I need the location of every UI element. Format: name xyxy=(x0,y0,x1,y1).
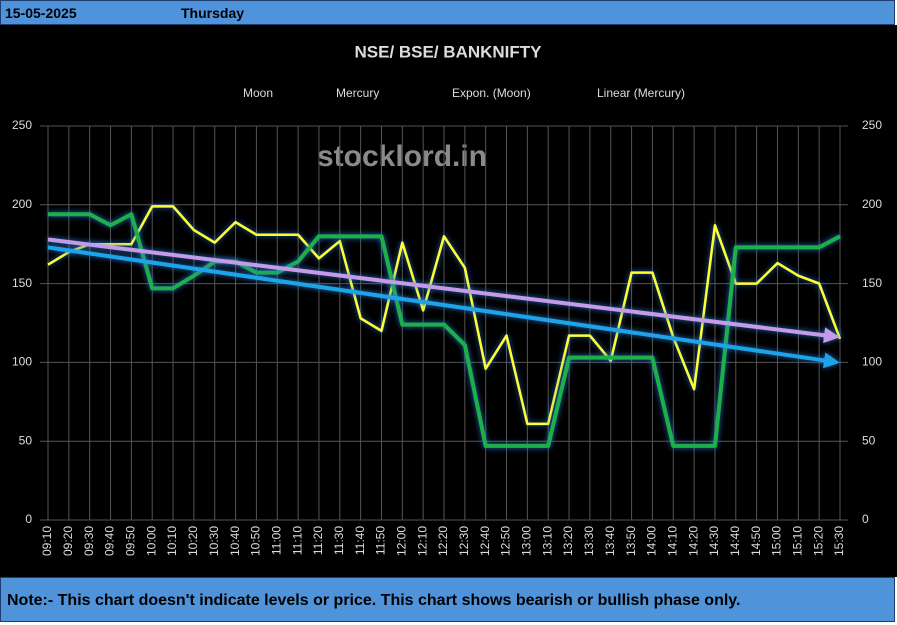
x-tick-label: 09:30 xyxy=(82,526,96,556)
y-tick-label: 200 xyxy=(12,197,32,211)
legend-label: Expon. (Moon) xyxy=(452,86,531,100)
background xyxy=(0,25,897,577)
note: Note:- This chart doesn't indicate level… xyxy=(7,592,741,609)
legend-label: Linear (Mercury) xyxy=(597,86,685,100)
legend-label: Moon xyxy=(243,86,273,100)
x-tick-label: 13:40 xyxy=(603,526,617,556)
x-tick-label: 13:20 xyxy=(561,526,575,556)
header-bar: 15-05-2025 Thursday xyxy=(0,0,895,25)
x-tick-label: 12:20 xyxy=(436,526,450,556)
x-tick-label: 13:50 xyxy=(624,526,638,556)
y2-tick-label: 100 xyxy=(862,355,882,369)
x-tick-label: 12:50 xyxy=(499,526,513,556)
x-tick-label: 11:40 xyxy=(353,526,367,555)
x-tick-label: 12:30 xyxy=(457,526,471,556)
y-tick-label: 100 xyxy=(12,355,32,369)
x-tick-label: 13:30 xyxy=(582,526,596,556)
series-line xyxy=(47,205,842,426)
x-tick-label: 14:40 xyxy=(728,526,742,556)
x-tick-label: 11:20 xyxy=(311,526,325,555)
x-tick-label: 15:00 xyxy=(770,526,784,556)
date: 15-05-2025 xyxy=(5,5,77,21)
x-tick-label: 11:10 xyxy=(290,526,304,555)
x-tick-label: 12:10 xyxy=(415,526,429,556)
x-tick-label: 09:50 xyxy=(124,526,138,556)
y2-tick-label: 150 xyxy=(862,276,882,290)
x-tick-label: 11:50 xyxy=(374,526,388,555)
x-tick-label: 14:50 xyxy=(749,526,763,556)
x-tick-label: 14:00 xyxy=(645,526,659,556)
note-bar: Note:- This chart doesn't indicate level… xyxy=(0,577,895,622)
x-tick-label: 12:00 xyxy=(394,526,408,556)
legend-label: Mercury xyxy=(336,86,379,100)
x-tick-label: 10:40 xyxy=(228,526,242,556)
x-tick-label: 15:20 xyxy=(811,526,825,556)
x-tick-label: 09:10 xyxy=(40,526,54,556)
y-tick-label: 0 xyxy=(25,512,32,526)
x-tick-label: 13:00 xyxy=(520,526,534,556)
x-tick-label: 14:20 xyxy=(686,526,700,556)
y2-tick-label: 250 xyxy=(862,118,882,132)
x-tick-label: 14:10 xyxy=(665,526,679,556)
y-tick-label: 50 xyxy=(19,433,33,447)
x-tick-label: 15:30 xyxy=(832,526,846,556)
x-tick-label: 10:30 xyxy=(207,526,221,556)
y2-tick-label: 0 xyxy=(862,512,869,526)
y2-tick-label: 50 xyxy=(862,433,876,447)
x-tick-label: 10:00 xyxy=(144,526,158,556)
series-line xyxy=(48,212,841,448)
y-tick-label: 250 xyxy=(12,118,32,132)
x-tick-label: 15:10 xyxy=(790,526,804,556)
day: Thursday xyxy=(181,5,245,21)
trendline xyxy=(47,245,840,369)
x-tick-label: 09:40 xyxy=(103,526,117,556)
x-tick-label: 13:10 xyxy=(540,526,554,556)
x-tick-label: 09:20 xyxy=(61,526,75,556)
chart: NSE/ BSE/ BANKNIFTY stocklord.in 0501001… xyxy=(0,25,897,577)
y2-tick-label: 200 xyxy=(862,197,882,211)
x-tick-label: 10:20 xyxy=(186,526,200,556)
x-tick-label: 14:30 xyxy=(707,526,721,556)
chart-title: NSE/ BSE/ BANKNIFTY xyxy=(354,42,542,61)
x-tick-label: 10:50 xyxy=(249,526,263,556)
x-tick-label: 11:30 xyxy=(332,526,346,555)
y-tick-label: 150 xyxy=(12,276,32,290)
x-tick-label: 10:10 xyxy=(165,526,179,556)
x-tick-label: 11:00 xyxy=(269,526,283,555)
x-tick-label: 12:40 xyxy=(478,526,492,556)
trendline xyxy=(47,237,840,344)
